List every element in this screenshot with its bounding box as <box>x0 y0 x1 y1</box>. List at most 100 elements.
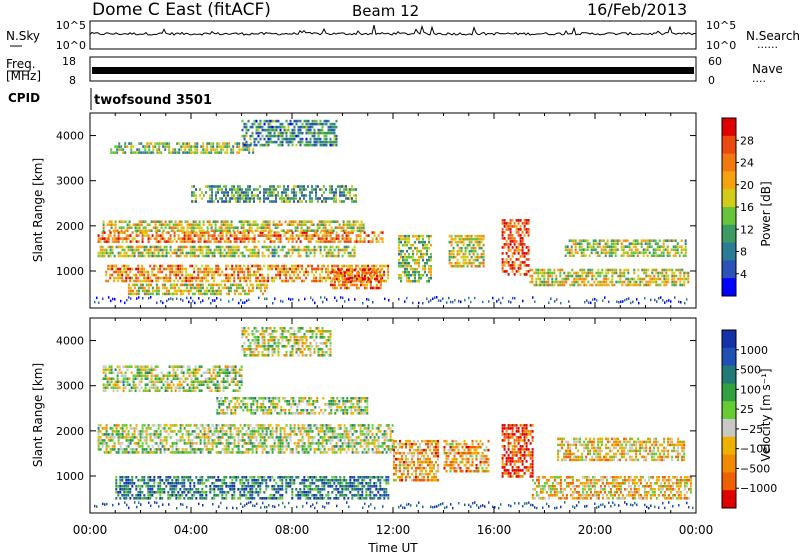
y-tick-label: 2000 <box>56 220 84 233</box>
heatmap-cell <box>249 267 252 271</box>
heatmap-cell <box>169 283 172 287</box>
heatmap-cell <box>383 442 386 445</box>
heatmap-cell <box>452 249 455 253</box>
heatmap-cell <box>347 245 350 249</box>
heatmap-cell <box>121 270 124 274</box>
heatmap-cell <box>191 430 194 433</box>
heatmap-cell <box>163 430 166 433</box>
heatmap-cell <box>344 223 347 226</box>
heatmap-cell <box>220 226 223 229</box>
heatmap-cell <box>375 274 378 278</box>
heatmap-cell <box>188 151 191 154</box>
heatmap-cell <box>249 289 252 293</box>
heatmap-cell <box>321 194 323 197</box>
heatmap-cell <box>375 433 378 436</box>
heatmap-cell <box>129 427 132 430</box>
heatmap-cell <box>125 445 128 448</box>
heatmap-cell <box>273 134 276 138</box>
heatmap-cell <box>149 279 152 283</box>
heatmap-cell <box>147 276 150 280</box>
heatmap-cell <box>193 270 196 274</box>
heatmap-cell <box>245 131 248 135</box>
heatmap-cell <box>229 283 232 287</box>
heatmap-cell <box>331 237 334 240</box>
heatmap-cell <box>261 445 264 448</box>
heatmap-cell <box>503 225 506 228</box>
heatmap-cell <box>102 297 104 300</box>
heatmap-cell <box>214 223 217 226</box>
heatmap-cell <box>225 237 228 240</box>
heatmap-cell <box>539 268 542 272</box>
heatmap-cell <box>254 220 257 223</box>
heatmap-cell <box>472 258 475 262</box>
heatmap-cell <box>466 243 469 247</box>
heatmap-cell <box>503 231 506 234</box>
heatmap-cell <box>246 148 249 151</box>
heatmap-cell <box>158 142 161 145</box>
heatmap-cell <box>293 433 296 436</box>
heatmap-cell <box>323 424 326 427</box>
heatmap-cell <box>683 283 686 287</box>
heatmap-cell <box>329 276 332 280</box>
heatmap-cell <box>681 277 684 281</box>
heatmap-cell <box>402 255 404 259</box>
heatmap-cell <box>578 248 581 251</box>
heatmap-cell <box>410 273 412 277</box>
heatmap-cell <box>360 226 363 229</box>
heatmap-cell <box>203 240 206 243</box>
heatmap-cell <box>406 243 408 247</box>
heatmap-cell <box>345 231 348 234</box>
heatmap-cell <box>406 267 408 271</box>
heatmap-cell <box>115 476 118 479</box>
heatmap-cell <box>379 451 382 454</box>
heatmap-cell <box>341 433 344 436</box>
heatmap-cell <box>653 268 656 272</box>
heatmap-cell <box>331 128 334 132</box>
heatmap-cell <box>163 292 166 296</box>
heatmap-cell <box>295 442 298 445</box>
heatmap-cell <box>299 119 302 123</box>
heatmap-cell <box>208 220 211 223</box>
heatmap-cell <box>345 442 348 445</box>
heatmap-cell <box>377 280 380 284</box>
heatmap-cell <box>109 245 112 249</box>
heatmap-cell <box>321 427 324 430</box>
heatmap-cell <box>179 436 182 439</box>
heatmap-cell <box>265 248 268 252</box>
heatmap-cell <box>241 439 244 442</box>
heatmap-cell <box>277 185 279 188</box>
heatmap-cell <box>420 234 422 238</box>
heatmap-cell <box>616 239 619 242</box>
heatmap-cell <box>293 191 295 194</box>
heatmap-cell <box>458 234 461 238</box>
power-heatmap <box>94 119 690 305</box>
heatmap-cell <box>107 251 110 255</box>
heatmap-cell <box>139 251 142 255</box>
heatmap-cell <box>315 122 318 126</box>
heatmap-cell <box>257 279 260 283</box>
heatmap-cell <box>251 427 254 430</box>
heatmap-cell <box>398 276 400 280</box>
heatmap-cell <box>109 251 112 255</box>
heatmap-cell <box>201 433 204 436</box>
heatmap-cell <box>215 264 218 268</box>
heatmap-cell <box>609 280 612 284</box>
heatmap-cell <box>185 270 188 274</box>
heatmap-cell <box>117 485 120 488</box>
heatmap-cell <box>211 433 214 436</box>
heatmap-cell <box>309 200 311 203</box>
heatmap-cell <box>197 289 200 293</box>
heatmap-cell <box>203 254 206 258</box>
heatmap-cell <box>189 279 192 283</box>
heatmap-cell <box>189 240 192 243</box>
heatmap-cell <box>241 445 244 448</box>
heatmap-cell <box>551 271 554 275</box>
heatmap-cell <box>367 234 370 237</box>
heatmap-cell <box>513 240 516 243</box>
heatmap-cell <box>501 261 504 264</box>
heatmap-cell <box>662 251 665 254</box>
heatmap-cell <box>132 151 135 154</box>
heatmap-cell <box>137 267 140 271</box>
heatmap-cell <box>297 128 300 132</box>
heatmap-cell <box>313 131 316 135</box>
